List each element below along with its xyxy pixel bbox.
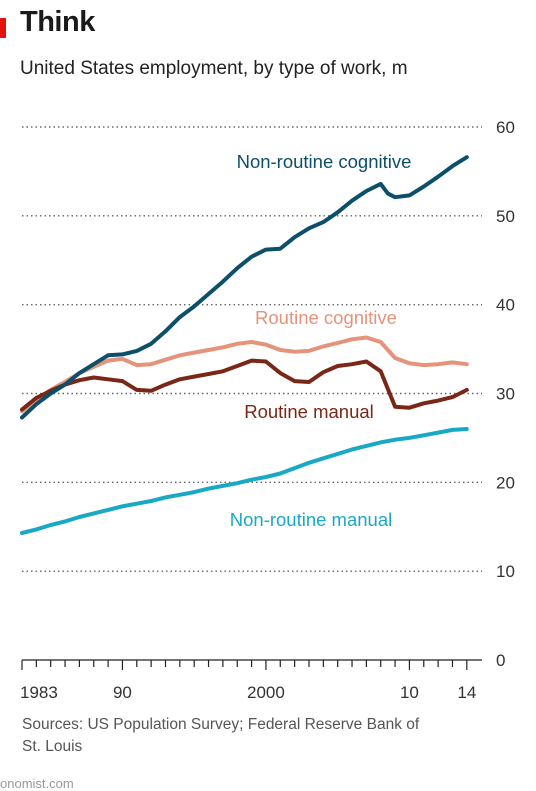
credit-text: onomist.com — [0, 776, 74, 791]
y-tick-label-0: 0 — [496, 651, 505, 670]
series-label-routine-manual: Routine manual — [244, 401, 374, 422]
y-tick-label-30: 30 — [496, 385, 515, 404]
x-tick-label-10: 10 — [400, 683, 419, 702]
source-note: Sources: US Population Survey; Federal R… — [22, 716, 420, 755]
y-tick-label-10: 10 — [496, 562, 515, 581]
brand-marker — [0, 18, 6, 38]
x-tick-label-2000: 2000 — [247, 683, 285, 702]
x-tick-label-14: 14 — [457, 683, 476, 702]
x-tick-label-90: 90 — [113, 683, 132, 702]
y-tick-label-40: 40 — [496, 296, 515, 315]
series-line-non-routine-cognitive — [20, 155, 469, 420]
series-label-non-routine-cognitive: Non-routine cognitive — [237, 151, 412, 172]
series-line-routine-manual — [20, 358, 469, 412]
series-line-non-routine-manual — [20, 427, 469, 535]
series-line-routine-cognitive — [20, 335, 469, 414]
y-tick-label-60: 60 — [496, 118, 515, 137]
x-tick-label-1983: 1983 — [20, 683, 58, 702]
series-label-routine-cognitive: Routine cognitive — [255, 307, 397, 328]
chart-title: Think — [20, 6, 95, 38]
y-tick-label-20: 20 — [496, 473, 515, 492]
y-tick-label-50: 50 — [496, 207, 515, 226]
chart-subtitle: United States employment, by type of wor… — [20, 58, 408, 79]
series-label-non-routine-manual: Non-routine manual — [230, 509, 392, 530]
